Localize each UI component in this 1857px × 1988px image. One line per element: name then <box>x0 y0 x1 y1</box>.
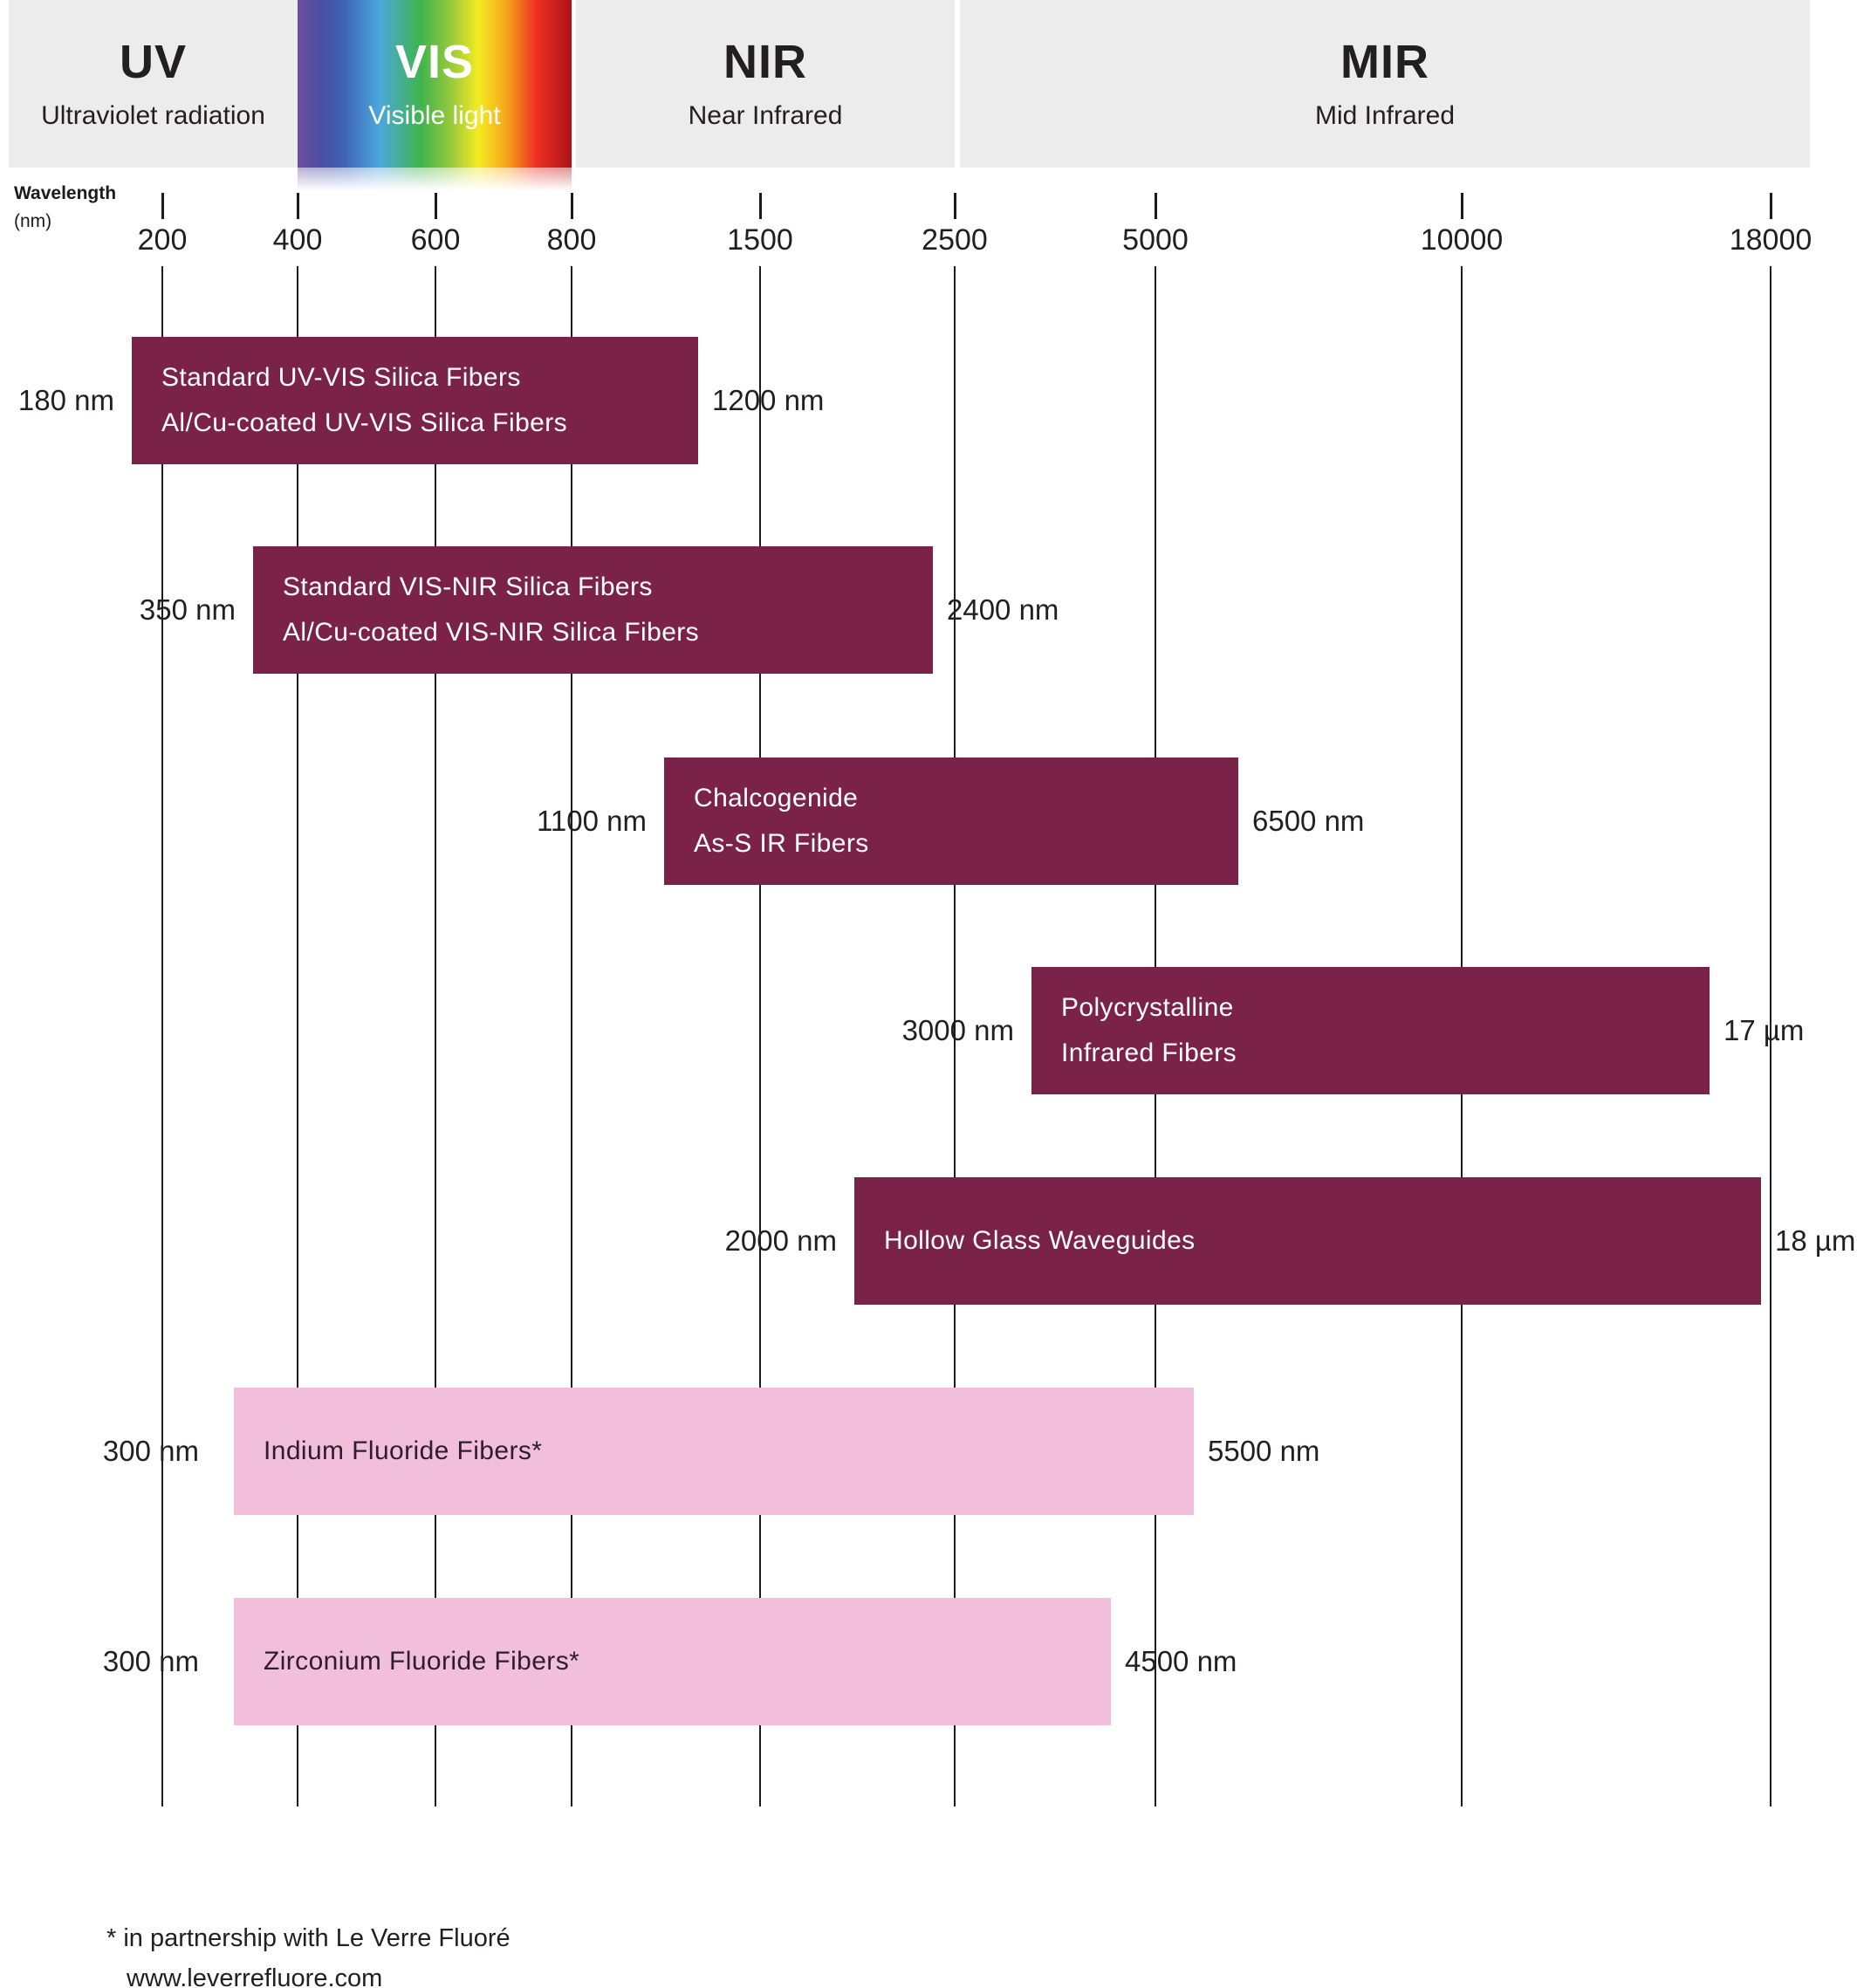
fiber-bar-indium-fluoride: Indium Fluoride Fibers* <box>234 1388 1194 1515</box>
axis-tick-label: 18000 <box>1729 223 1812 257</box>
max-wavelength-label: 17 µm <box>1723 1014 1805 1046</box>
fiber-bar-hollow-glass-waveguides: Hollow Glass Waveguides <box>854 1177 1761 1305</box>
fiber-bar-label-line: Zirconium Fluoride Fibers* <box>264 1647 580 1676</box>
band-mir: MIR Mid Infrared <box>960 0 1810 168</box>
axis-tick-mark <box>1770 193 1772 219</box>
band-uv-code: UV <box>119 36 187 88</box>
band-mir-name: Mid Infrared <box>1314 101 1456 130</box>
band-uv: UV Ultraviolet radiation <box>9 0 298 168</box>
axis-tick-label: 1500 <box>727 223 793 257</box>
fiber-bar-label-line: Standard UV-VIS Silica Fibers <box>161 363 521 392</box>
fiber-bar-label-line: As-S IR Fibers <box>694 829 869 858</box>
axis-tick-label: 200 <box>137 223 188 257</box>
gridline <box>571 266 572 1806</box>
gridline <box>297 266 298 1806</box>
gridline <box>435 266 436 1806</box>
min-wavelength-label: 1100 nm <box>537 805 647 837</box>
max-wavelength-label: 5500 nm <box>1208 1435 1320 1467</box>
band-nir: NIR Near Infrared <box>576 0 955 168</box>
gridline <box>1770 266 1771 1806</box>
fiber-bar-label-line: Chalcogenide <box>694 784 859 812</box>
fiber-bar-label-line: Standard VIS-NIR Silica Fibers <box>283 572 653 601</box>
max-wavelength-label: 18 µm <box>1775 1224 1856 1257</box>
axis-tick-mark <box>435 193 437 219</box>
axis-unit-nm: (nm) <box>14 211 52 231</box>
fiber-bar-label-line: Polycrystalline <box>1061 993 1234 1022</box>
fiber-bar-chalcogenide: Chalcogenide As-S IR Fibers <box>664 757 1238 885</box>
axis-tick-label: 800 <box>546 223 597 257</box>
gridline <box>954 266 956 1806</box>
fiber-bar-polycrystalline: Polycrystalline Infrared Fibers <box>1031 967 1710 1094</box>
axis-tick-label: 600 <box>410 223 461 257</box>
fiber-bar-zirconium-fluoride: Zirconium Fluoride Fibers* <box>234 1598 1111 1725</box>
fiber-bar-label-line: Infrared Fibers <box>1061 1039 1237 1067</box>
min-wavelength-label: 2000 nm <box>724 1224 837 1257</box>
band-vis-spectrum: VIS Visible light <box>298 0 572 168</box>
min-wavelength-label: 300 nm <box>102 1435 199 1467</box>
band-mir-code: MIR <box>1340 36 1429 88</box>
axis-tick-label: 2500 <box>922 223 988 257</box>
fiber-bar-uv-vis-silica: Standard UV-VIS Silica Fibers Al/Cu-coat… <box>132 337 698 464</box>
axis-tick-label: 5000 <box>1122 223 1189 257</box>
axis-label-wavelength: Wavelength <box>14 183 117 203</box>
axis-tick-mark <box>1461 193 1463 219</box>
axis-tick-mark <box>571 193 573 219</box>
max-wavelength-label: 2400 nm <box>947 593 1059 626</box>
axis-tick-mark <box>1155 193 1157 219</box>
band-vis-name: Visible light <box>368 101 501 130</box>
band-uv-name: Ultraviolet radiation <box>41 101 265 130</box>
axis-tick-label: 400 <box>272 223 323 257</box>
max-wavelength-label: 6500 nm <box>1252 805 1365 837</box>
band-vis-code: VIS <box>394 36 475 88</box>
footnote-partnership: * in partnership with Le Verre Fluoré <box>106 1924 511 1952</box>
axis-tick-mark <box>161 193 164 219</box>
fiber-bar-vis-nir-silica: Standard VIS-NIR Silica Fibers Al/Cu-coa… <box>253 546 933 674</box>
min-wavelength-label: 180 nm <box>17 384 114 416</box>
axis-tick-label: 10000 <box>1420 223 1504 257</box>
axis-tick-mark <box>297 193 299 219</box>
fiber-bar-label-line: Indium Fluoride Fibers* <box>264 1436 543 1465</box>
min-wavelength-label: 3000 nm <box>901 1014 1014 1046</box>
fiber-bar-label-line: Al/Cu-coated UV-VIS Silica Fibers <box>161 408 568 437</box>
band-nir-code: NIR <box>723 36 807 88</box>
band-nir-name: Near Infrared <box>688 101 843 130</box>
max-wavelength-label: 4500 nm <box>1125 1645 1237 1677</box>
axis-tick-mark <box>954 193 956 219</box>
fiber-bar-label-line: Al/Cu-coated VIS-NIR Silica Fibers <box>283 618 700 647</box>
axis-tick-mark <box>759 193 762 219</box>
vis-spectrum-reflection <box>298 168 572 194</box>
min-wavelength-label: 300 nm <box>102 1645 199 1677</box>
footnote-url: www.leverrefluore.com <box>127 1964 383 1988</box>
min-wavelength-label: 350 nm <box>139 593 236 626</box>
gridline <box>759 266 761 1806</box>
fiber-bar-label-line: Hollow Glass Waveguides <box>884 1226 1196 1255</box>
gridline <box>161 266 163 1806</box>
max-wavelength-label: 1200 nm <box>712 384 825 416</box>
